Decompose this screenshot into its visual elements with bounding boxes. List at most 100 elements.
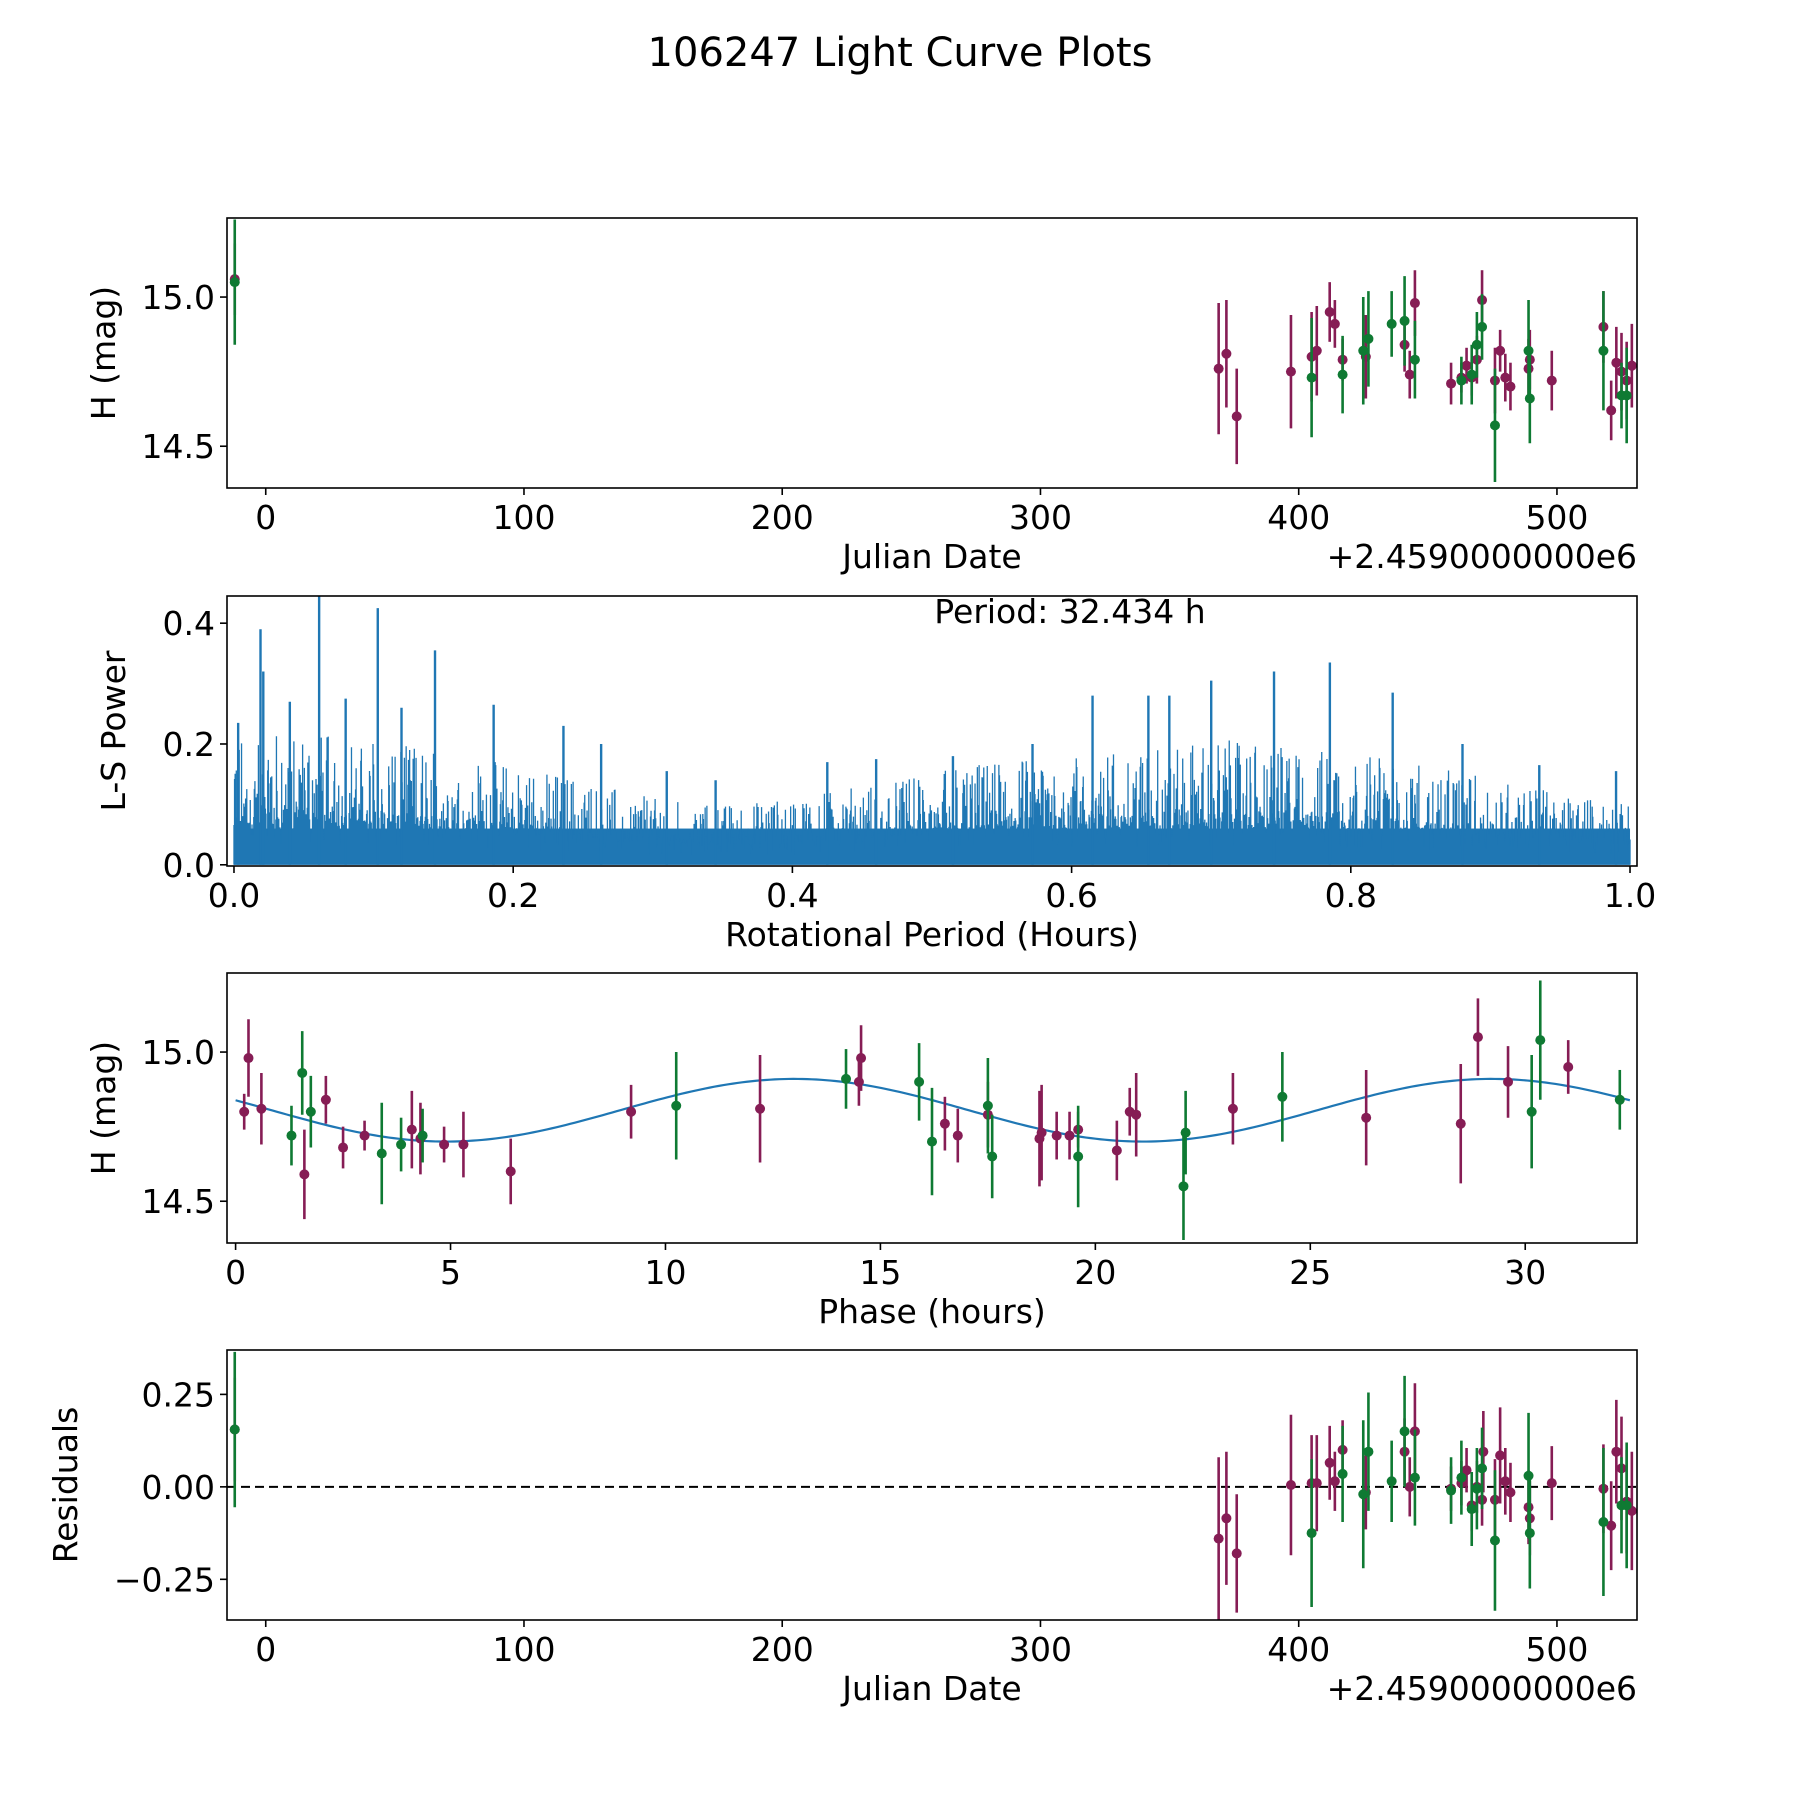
data-point [1329, 318, 1340, 329]
data-point [320, 1094, 331, 1105]
data-point [626, 1106, 637, 1117]
data-point [1178, 1181, 1189, 1192]
x-tick-label: 500 [1525, 498, 1588, 537]
residuals-panel: 0 100 200 300 400 500 −0.25 0.00 0.25 Julian Date… [46, 1349, 1638, 1708]
data-point [1358, 1489, 1369, 1500]
data-point [1606, 1520, 1617, 1531]
data-point [1611, 357, 1622, 368]
y-tick-label: 0.0 [163, 846, 215, 885]
data-point [1399, 1426, 1410, 1437]
data-point [1337, 1468, 1348, 1479]
y-tick-label: 0.4 [163, 604, 215, 643]
y-tick-label: 15.0 [142, 278, 215, 317]
x-tick-label: 0.0 [208, 876, 260, 915]
data-point [1626, 360, 1637, 371]
data-point [1051, 1130, 1062, 1141]
x-tick-label: 0.2 [487, 876, 539, 915]
y-axis-label: H (mag) [84, 286, 123, 420]
data-point [1180, 1127, 1191, 1138]
y-tick-label: 0.00 [142, 1468, 215, 1507]
data-point [1446, 378, 1457, 389]
x-tick-label: 0 [255, 498, 276, 537]
data-point [1329, 1476, 1340, 1487]
data-point [1409, 1472, 1420, 1483]
x-tick-label: 1.0 [1604, 876, 1656, 915]
data-point [458, 1139, 469, 1150]
data-point [1285, 366, 1296, 377]
data-point [1277, 1091, 1288, 1102]
plot-area [229, 219, 1637, 483]
data-point [1404, 1481, 1415, 1492]
data-point [1495, 1450, 1506, 1461]
data-point [1611, 1446, 1622, 1457]
data-point [1386, 318, 1397, 329]
periodogram-peaks [236, 596, 1618, 865]
data-point [229, 277, 240, 288]
series-green-band [229, 1351, 1632, 1611]
data-point [1505, 381, 1516, 392]
data-point [1503, 1076, 1514, 1087]
data-point [1363, 333, 1374, 344]
data-point [856, 1053, 867, 1064]
x-tick-label: 0 [225, 1253, 246, 1292]
data-point [1546, 375, 1557, 386]
data-point [1471, 1483, 1482, 1494]
data-point [1621, 1500, 1632, 1511]
data-point [1500, 1476, 1511, 1487]
y-tick-label: 14.5 [142, 1182, 215, 1221]
data-point [229, 1424, 240, 1435]
data-point [1466, 1504, 1477, 1515]
y-tick-label: 15.0 [142, 1033, 215, 1072]
x-axis-label: Rotational Period (Hours) [725, 915, 1139, 954]
data-point [1524, 393, 1535, 404]
y-tick-label: 0.2 [163, 725, 215, 764]
data-point [1409, 354, 1420, 365]
data-point [1221, 1513, 1232, 1524]
period-annotation: Period: 32.434 h [934, 592, 1205, 631]
data-point [1231, 411, 1242, 422]
data-point [406, 1124, 417, 1135]
data-point [1489, 1535, 1500, 1546]
data-point [1524, 1528, 1535, 1539]
axes-frame [226, 595, 1638, 867]
data-point [755, 1103, 766, 1114]
data-point [1306, 1528, 1317, 1539]
data-point [1285, 1480, 1296, 1490]
data-point [1500, 372, 1511, 383]
data-point [1324, 306, 1335, 317]
x-tick-label: 15 [859, 1253, 901, 1292]
x-tick-label: 25 [1289, 1253, 1331, 1292]
data-point [1213, 1533, 1224, 1544]
data-point [853, 1076, 864, 1087]
data-point [305, 1106, 316, 1117]
data-point [1546, 1478, 1557, 1489]
data-point [987, 1151, 998, 1162]
x-offset-label: +2.4590000000e6 [1327, 537, 1637, 576]
data-point [286, 1130, 297, 1141]
data-point [1231, 1548, 1242, 1559]
data-point [1311, 345, 1322, 356]
x-tick-label: 500 [1525, 1630, 1588, 1669]
data-point [1399, 315, 1410, 326]
data-point [1461, 1465, 1472, 1476]
lightcurve-panel: 0 100 200 300 400 500 14.5 15.0 Julian Date H (ma… [84, 217, 1638, 576]
x-tick-label: 400 [1267, 1630, 1330, 1669]
data-point [1409, 298, 1420, 309]
data-point [1455, 1118, 1466, 1129]
data-point [1505, 1487, 1516, 1498]
data-point [243, 1053, 254, 1064]
x-tick-label: 200 [751, 498, 814, 537]
data-point [1456, 375, 1467, 386]
data-point [939, 1118, 950, 1129]
data-point [1073, 1151, 1084, 1162]
data-point [1446, 1485, 1457, 1496]
data-point [1598, 1516, 1609, 1527]
x-tick-label: 300 [1009, 498, 1072, 537]
data-point [1361, 1112, 1372, 1123]
data-point [376, 1148, 387, 1159]
data-point [841, 1073, 852, 1084]
data-point [1614, 1094, 1625, 1105]
data-point [1466, 369, 1477, 380]
